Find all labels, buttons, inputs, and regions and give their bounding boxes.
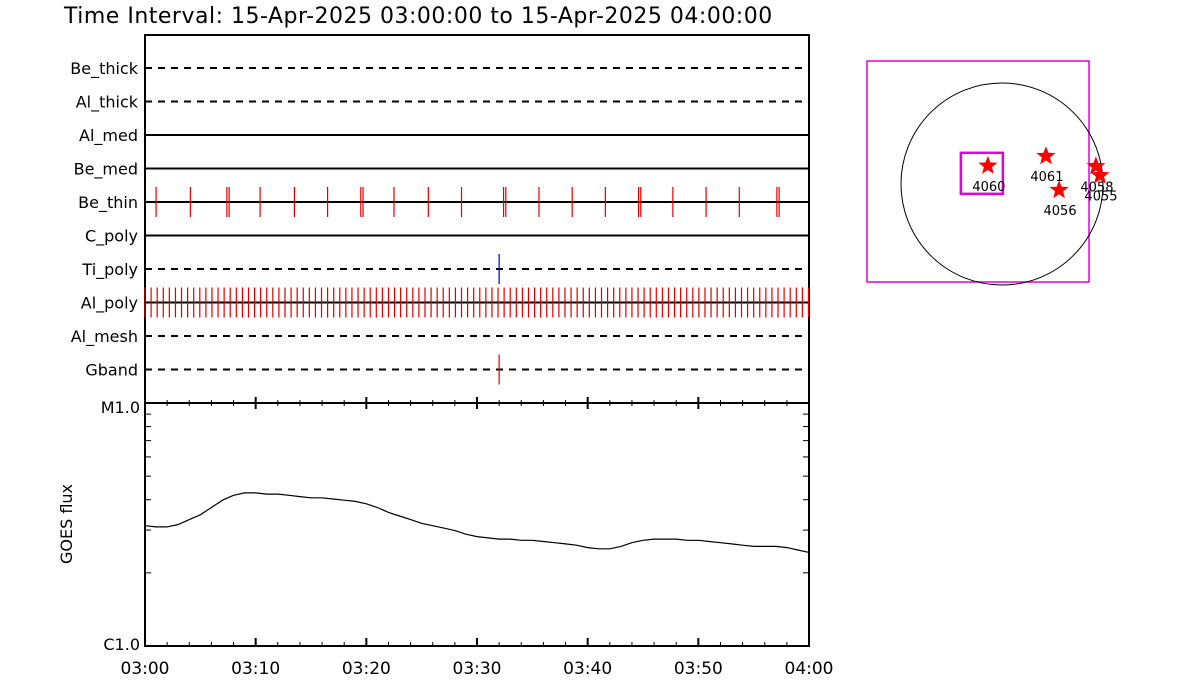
star-marker — [1090, 165, 1110, 184]
x-tick-label: 03:00 — [121, 659, 170, 679]
y-axis-label: GOES flux — [57, 484, 76, 564]
timeline-row: Gband — [85, 354, 809, 385]
goes-flux-line — [144, 492, 810, 553]
row-label: Be_thin — [78, 193, 138, 213]
star-marker — [1049, 180, 1069, 199]
star-marker — [1086, 156, 1106, 175]
row-label: Gband — [85, 361, 138, 380]
timeline-row: Al_med — [79, 126, 809, 146]
row-label: Ti_poly — [81, 260, 138, 280]
row-label: Al_thick — [76, 93, 139, 113]
region-label: 4060 — [972, 180, 1005, 195]
timeline-panel: Be_thick Al_thick Al_med Be_med Be_thin C_pol… — [70, 34, 810, 409]
region-label: 4056 — [1044, 204, 1077, 219]
active-region-marker: 4056 — [1044, 180, 1077, 219]
timeline-row: Be_thin — [78, 187, 809, 217]
row-label: C_poly — [85, 227, 138, 247]
x-axis: 03:00 03:10 03:20 03:30 03:40 03:50 04:00 — [121, 638, 834, 679]
x-tick-label: 03:50 — [674, 659, 723, 679]
x-tick-label: 04:00 — [785, 659, 834, 679]
star-marker — [1036, 146, 1056, 165]
goes-flux-panel: M1.0 C1.0 GOES flux — [57, 398, 810, 654]
row-label: Al_mesh — [71, 327, 138, 347]
x-tick-label: 03:10 — [231, 659, 280, 679]
timeline-frame — [144, 34, 810, 404]
x-tick-label: 03:40 — [563, 659, 612, 679]
timeline-row: Be_med — [74, 160, 809, 180]
row-label: Be_med — [74, 160, 138, 180]
row-label: Al_poly — [81, 294, 138, 314]
active-region-marker: 4060 — [972, 155, 1005, 195]
active-region-marker: 4061 — [1030, 146, 1063, 185]
timeline-row: Ti_poly — [81, 254, 809, 284]
star-marker — [978, 155, 998, 174]
timeline-row: Be_thick — [70, 59, 809, 79]
timeline-row: C_poly — [85, 227, 809, 247]
region-label: 4058 — [1080, 180, 1113, 195]
selection-box — [959, 151, 1005, 196]
row-label: Be_thick — [70, 59, 138, 79]
active-region-marker: 4055 — [1084, 165, 1118, 204]
region-label: 4061 — [1030, 170, 1063, 185]
timeline-row: Al_poly — [81, 287, 810, 318]
x-tick-label: 03:20 — [342, 659, 391, 679]
flux-frame — [144, 402, 810, 647]
chart-title: Time Interval: 15-Apr-2025 03:00:00 to 1… — [63, 4, 773, 29]
region-label: 4055 — [1084, 189, 1117, 204]
x-tick-label: 03:30 — [453, 659, 502, 679]
timeline-row: Al_mesh — [71, 327, 809, 347]
row-label: Al_med — [79, 126, 138, 146]
active-region-marker: 4058 — [1080, 156, 1113, 195]
y-tick-label: C1.0 — [103, 635, 140, 654]
y-tick-label: M1.0 — [101, 398, 140, 417]
timeline-row: Al_thick — [76, 93, 809, 113]
solar-limb-circle — [900, 82, 1104, 286]
